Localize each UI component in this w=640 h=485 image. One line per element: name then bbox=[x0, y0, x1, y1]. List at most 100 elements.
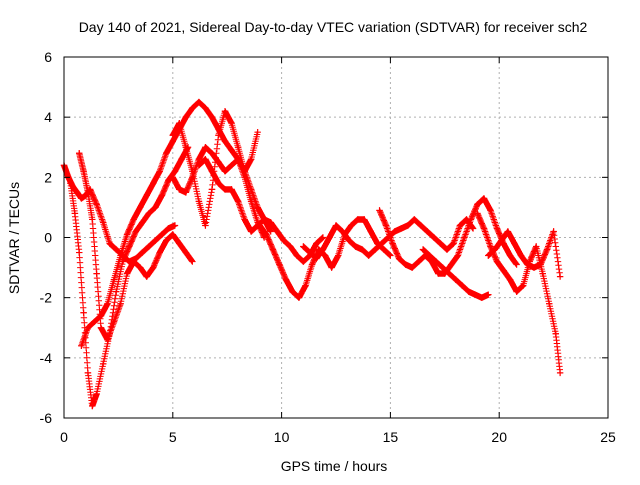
x-tick-label: 10 bbox=[274, 429, 290, 445]
data-point bbox=[97, 312, 105, 319]
data-point bbox=[73, 189, 81, 196]
data-point bbox=[123, 270, 131, 277]
data-point bbox=[511, 240, 518, 247]
data-point bbox=[189, 168, 196, 175]
data-point bbox=[358, 246, 366, 253]
data-point bbox=[99, 360, 107, 368]
series-track-j bbox=[376, 195, 520, 277]
data-point bbox=[302, 282, 309, 289]
data-point bbox=[152, 237, 159, 244]
data-point bbox=[78, 342, 85, 349]
data-point bbox=[182, 189, 190, 196]
data-point bbox=[202, 156, 209, 163]
data-point bbox=[308, 261, 316, 268]
series-track-f bbox=[169, 107, 261, 229]
chart-title: Day 140 of 2021, Sidereal Day-to-day VTE… bbox=[79, 19, 588, 35]
data-point bbox=[556, 273, 564, 280]
data-point bbox=[117, 252, 124, 259]
data-point bbox=[202, 104, 209, 112]
data-point bbox=[182, 113, 190, 121]
y-tick-label: 2 bbox=[44, 169, 52, 185]
data-point bbox=[513, 261, 520, 268]
data-point bbox=[189, 104, 196, 112]
data-point bbox=[221, 107, 229, 115]
series-trace bbox=[485, 228, 563, 276]
data-point bbox=[208, 168, 216, 175]
data-point bbox=[452, 276, 459, 283]
data-point bbox=[182, 144, 190, 151]
data-point bbox=[408, 264, 416, 271]
data-point bbox=[158, 231, 166, 238]
data-point bbox=[319, 246, 327, 253]
data-point bbox=[552, 330, 559, 337]
data-point bbox=[456, 222, 464, 229]
y-tick-label: -2 bbox=[40, 290, 53, 306]
data-point bbox=[176, 119, 183, 127]
data-point bbox=[282, 276, 290, 283]
data-point bbox=[365, 252, 372, 259]
data-point bbox=[267, 219, 274, 226]
data-point bbox=[189, 174, 196, 181]
data-point bbox=[332, 222, 340, 229]
data-point bbox=[398, 225, 405, 232]
data-point bbox=[136, 204, 144, 211]
data-point bbox=[234, 144, 242, 151]
data-point bbox=[139, 249, 146, 256]
data-point bbox=[487, 207, 494, 214]
data-point bbox=[169, 174, 176, 181]
data-point bbox=[221, 138, 229, 145]
data-point bbox=[130, 258, 137, 265]
data-point bbox=[448, 261, 455, 268]
data-point bbox=[150, 180, 157, 187]
data-point bbox=[432, 258, 440, 265]
x-tick-label: 0 bbox=[60, 429, 68, 445]
data-point bbox=[493, 225, 501, 232]
data-point bbox=[195, 198, 203, 205]
data-point bbox=[110, 276, 118, 283]
data-point bbox=[165, 225, 172, 232]
data-point bbox=[263, 231, 270, 238]
data-point bbox=[328, 264, 335, 271]
data-point bbox=[352, 243, 359, 250]
data-point bbox=[367, 228, 375, 235]
data-point bbox=[334, 252, 342, 259]
data-point bbox=[411, 216, 418, 223]
data-point bbox=[143, 192, 150, 199]
data-point bbox=[402, 261, 409, 268]
data-point bbox=[91, 318, 98, 325]
data-point bbox=[485, 252, 492, 259]
data-point bbox=[530, 264, 538, 271]
data-point bbox=[345, 237, 353, 244]
data-point bbox=[80, 309, 87, 316]
data-point bbox=[445, 270, 453, 277]
data-point bbox=[439, 264, 446, 271]
data-point bbox=[459, 282, 466, 289]
data-point bbox=[208, 186, 216, 193]
data-point bbox=[176, 186, 183, 193]
data-point bbox=[97, 324, 105, 331]
data-point bbox=[163, 150, 170, 157]
data-point bbox=[371, 246, 379, 253]
data-point bbox=[93, 270, 100, 277]
data-point bbox=[454, 252, 462, 259]
data-point bbox=[469, 225, 477, 232]
y-tick-label: -4 bbox=[40, 350, 53, 366]
data-point bbox=[380, 246, 388, 253]
series-track-c bbox=[76, 150, 196, 343]
data-point bbox=[524, 261, 531, 268]
data-point bbox=[89, 402, 96, 410]
data-point bbox=[104, 336, 111, 343]
data-point bbox=[110, 318, 118, 325]
data-point bbox=[267, 228, 274, 235]
data-point bbox=[382, 222, 390, 229]
data-point bbox=[123, 231, 131, 238]
data-point bbox=[269, 246, 277, 253]
data-point bbox=[260, 216, 268, 223]
data-point bbox=[276, 261, 283, 268]
data-point bbox=[171, 168, 179, 175]
data-point bbox=[152, 204, 159, 211]
x-tick-label: 20 bbox=[491, 429, 507, 445]
data-point bbox=[71, 210, 79, 217]
data-point bbox=[504, 228, 512, 235]
